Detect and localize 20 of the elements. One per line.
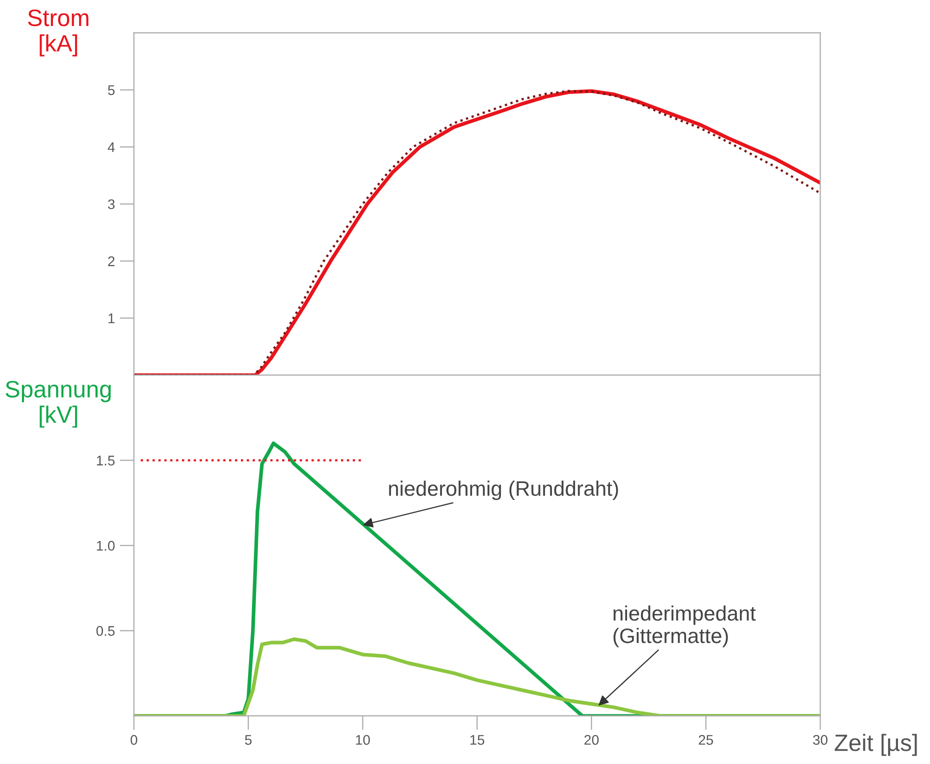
- annotation: niederimpedant (Gittermatte): [614, 605, 756, 648]
- y-tick-label: 1.5: [96, 456, 115, 466]
- y-tick-label: 0.5: [96, 626, 115, 636]
- x-tick-label: 0: [130, 734, 138, 745]
- x-tick-label: 10: [356, 734, 370, 745]
- y-axis-title: Spannung [kV]: [6, 380, 111, 428]
- x-tick-label: 15: [470, 735, 484, 745]
- x-tick-label: 20: [584, 734, 599, 745]
- x-tick-label: 30: [813, 734, 828, 745]
- x-tick-label: 5: [245, 735, 252, 745]
- y-tick-label: 4: [108, 142, 115, 152]
- y-tick-label: 2: [108, 256, 114, 266]
- y-tick-label: 3: [108, 199, 115, 210]
- y-axis-title: Strom [kA]: [28, 10, 88, 56]
- y-tick-label: 1: [108, 314, 114, 324]
- x-axis-title: Zeit [µs]: [834, 734, 917, 756]
- annotation: niederohmig (Runddraht): [389, 480, 618, 500]
- y-tick-label: 1.0: [96, 540, 115, 551]
- x-tick-label: 25: [698, 734, 714, 745]
- y-tick-label: 5: [108, 85, 115, 96]
